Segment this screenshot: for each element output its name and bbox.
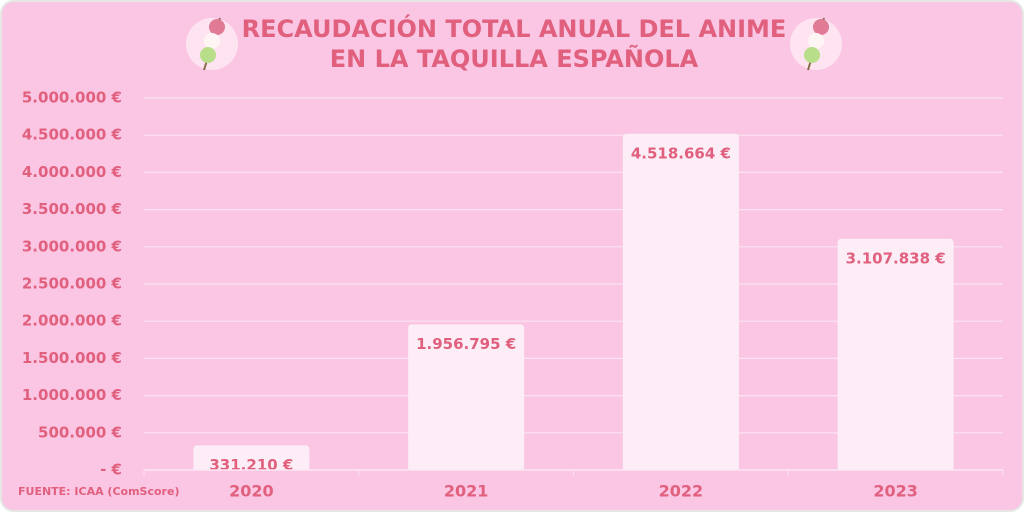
- x-tick-label: 2020: [229, 482, 274, 501]
- value-label: 331.210 €: [209, 456, 293, 474]
- y-tick-label: 4.000.000 €: [22, 163, 122, 181]
- bar: [193, 445, 310, 470]
- value-label: 3.107.838 €: [846, 249, 946, 267]
- y-tick-label: 3.500.000 €: [22, 200, 122, 218]
- y-tick-label: 500.000 €: [38, 423, 122, 441]
- y-tick-label: 2.500.000 €: [22, 275, 122, 293]
- dango-icon: [186, 17, 238, 71]
- bar: [622, 133, 739, 470]
- chart-title: RECAUDACIÓN TOTAL ANUAL DEL ANIME EN LA …: [241, 15, 787, 73]
- y-tick-label: 1.500.000 €: [22, 349, 122, 367]
- x-tick-label: 2022: [659, 482, 704, 501]
- x-tick-label: 2021: [444, 482, 489, 501]
- y-tick-label: - €: [100, 461, 122, 479]
- y-tick-label: 1.000.000 €: [22, 386, 122, 404]
- y-tick-label: 3.000.000 €: [22, 237, 122, 255]
- y-tick-label: 4.500.000 €: [22, 126, 122, 144]
- value-label: 1.956.795 €: [416, 335, 516, 353]
- source-note: FUENTE: ICAA (ComScore): [18, 485, 179, 498]
- bar: [837, 238, 954, 470]
- y-tick-label: 5.000.000 €: [22, 89, 122, 107]
- dango-icon: [790, 17, 842, 71]
- x-tick-label: 2023: [873, 482, 918, 501]
- bar: [408, 324, 525, 470]
- value-label: 4.518.664 €: [631, 144, 731, 162]
- y-tick-label: 2.000.000 €: [22, 312, 122, 330]
